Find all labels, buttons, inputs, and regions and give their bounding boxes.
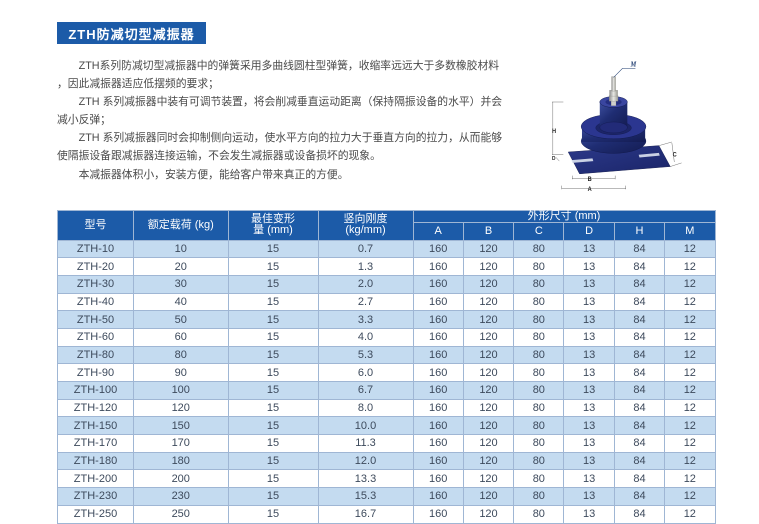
svg-text:M: M <box>630 61 638 68</box>
svg-text:B: B <box>588 177 593 183</box>
svg-text:C: C <box>673 152 678 158</box>
svg-text:D: D <box>552 156 556 162</box>
svg-text:A: A <box>588 187 593 193</box>
svg-text:H: H <box>552 129 556 135</box>
